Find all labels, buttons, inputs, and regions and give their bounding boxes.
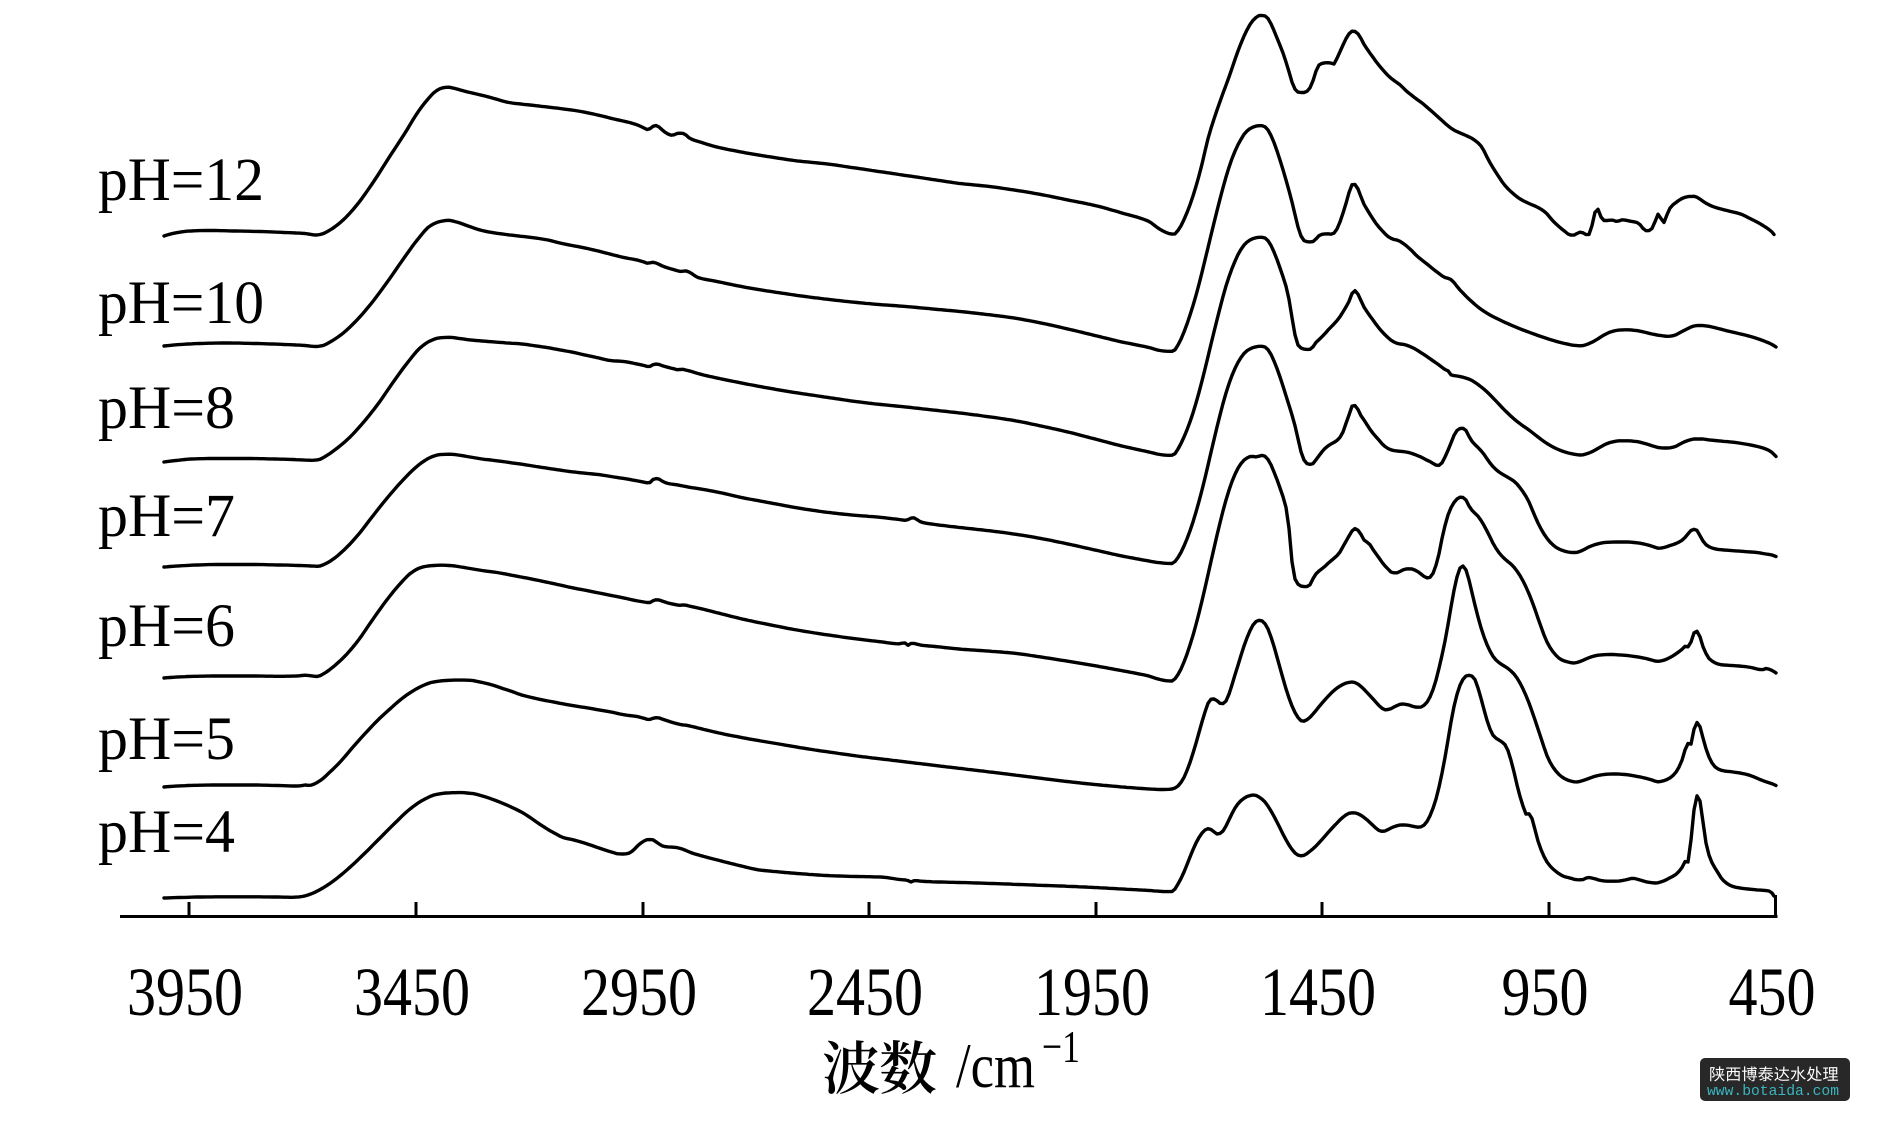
svg-text:pH=8: pH=8 xyxy=(98,375,235,442)
svg-text:−1: −1 xyxy=(1042,1021,1080,1072)
svg-text:pH=12: pH=12 xyxy=(98,147,264,214)
svg-text:3450: 3450 xyxy=(354,954,470,1030)
svg-text:1950: 1950 xyxy=(1034,954,1150,1030)
svg-text:pH=4: pH=4 xyxy=(98,799,235,866)
svg-text:2450: 2450 xyxy=(807,954,923,1030)
svg-text:950: 950 xyxy=(1502,954,1589,1030)
svg-text:pH=7: pH=7 xyxy=(98,483,235,550)
svg-text:/cm: /cm xyxy=(956,1030,1035,1101)
svg-text:www.botaida.com: www.botaida.com xyxy=(1707,1084,1839,1100)
svg-text:pH=10: pH=10 xyxy=(98,270,264,337)
svg-text:pH=5: pH=5 xyxy=(98,706,235,773)
svg-text:3950: 3950 xyxy=(127,954,243,1030)
svg-text:pH=6: pH=6 xyxy=(98,593,235,660)
svg-text:1450: 1450 xyxy=(1260,954,1376,1030)
svg-text:450: 450 xyxy=(1729,954,1816,1030)
svg-text:2950: 2950 xyxy=(581,954,697,1030)
